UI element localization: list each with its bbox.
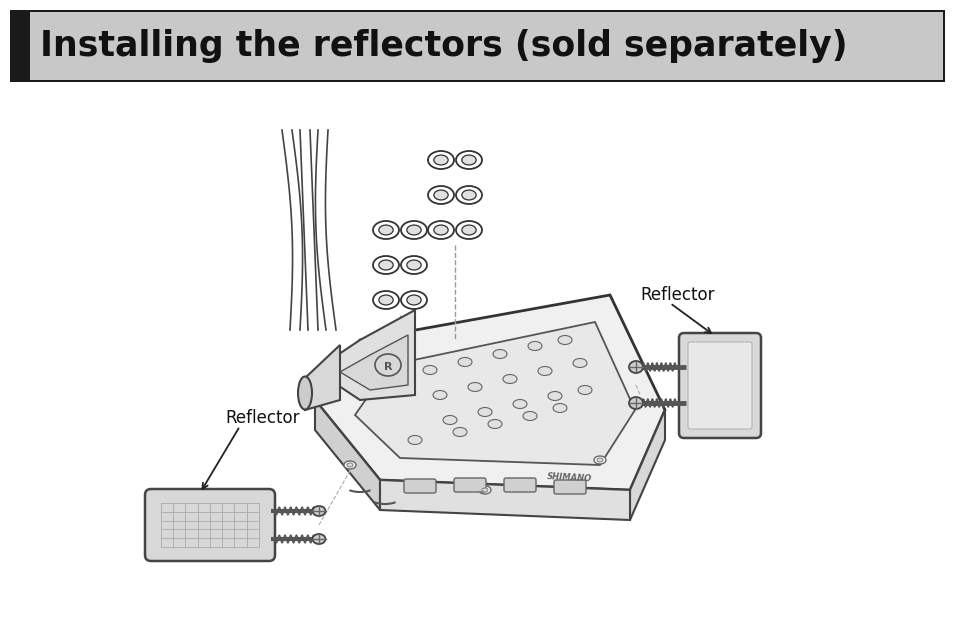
Bar (12, 12, 943, 80)
Ellipse shape (548, 392, 562, 401)
Ellipse shape (493, 349, 507, 358)
FancyBboxPatch shape (504, 478, 536, 492)
Ellipse shape (462, 190, 476, 200)
Polygon shape (355, 322, 635, 465)
Polygon shape (340, 335, 408, 390)
Ellipse shape (578, 385, 592, 394)
Ellipse shape (434, 155, 448, 165)
Ellipse shape (401, 221, 427, 239)
Ellipse shape (373, 256, 399, 274)
Ellipse shape (408, 435, 422, 444)
Ellipse shape (513, 399, 527, 408)
Ellipse shape (373, 291, 399, 309)
Text: Installing the reflectors (sold separately): Installing the reflectors (sold separate… (40, 29, 848, 63)
FancyBboxPatch shape (454, 478, 486, 492)
Ellipse shape (488, 419, 502, 428)
Ellipse shape (379, 225, 393, 235)
Ellipse shape (313, 506, 325, 516)
Ellipse shape (407, 225, 422, 235)
Ellipse shape (313, 534, 325, 544)
Ellipse shape (298, 376, 312, 410)
FancyBboxPatch shape (679, 333, 761, 438)
Polygon shape (315, 295, 665, 490)
FancyBboxPatch shape (554, 480, 586, 494)
FancyBboxPatch shape (145, 489, 275, 561)
FancyBboxPatch shape (404, 479, 436, 493)
FancyBboxPatch shape (688, 342, 752, 429)
Text: Reflector: Reflector (225, 409, 299, 427)
Ellipse shape (379, 295, 393, 305)
Ellipse shape (462, 225, 476, 235)
Ellipse shape (629, 397, 643, 409)
Ellipse shape (594, 456, 606, 464)
Ellipse shape (401, 291, 427, 309)
Bar (12, 12, 30, 80)
Ellipse shape (558, 335, 572, 344)
Ellipse shape (523, 412, 537, 420)
Ellipse shape (407, 260, 422, 270)
Ellipse shape (456, 186, 482, 204)
Ellipse shape (453, 428, 467, 437)
Ellipse shape (443, 415, 457, 424)
Ellipse shape (428, 151, 454, 169)
Ellipse shape (373, 221, 399, 239)
Ellipse shape (428, 186, 454, 204)
Ellipse shape (573, 358, 587, 367)
Ellipse shape (462, 155, 476, 165)
Text: R: R (383, 362, 392, 372)
Text: Reflector: Reflector (640, 286, 714, 304)
Ellipse shape (468, 383, 482, 392)
Ellipse shape (434, 225, 448, 235)
Ellipse shape (344, 461, 356, 469)
Ellipse shape (597, 458, 603, 462)
Ellipse shape (528, 342, 542, 351)
Polygon shape (380, 480, 630, 520)
Ellipse shape (538, 367, 552, 376)
Ellipse shape (434, 190, 448, 200)
Ellipse shape (503, 374, 517, 383)
Ellipse shape (407, 295, 422, 305)
Ellipse shape (482, 488, 488, 492)
Ellipse shape (456, 221, 482, 239)
Ellipse shape (428, 221, 454, 239)
Ellipse shape (401, 256, 427, 274)
Ellipse shape (478, 408, 492, 417)
Ellipse shape (456, 151, 482, 169)
Ellipse shape (629, 361, 643, 373)
Polygon shape (315, 310, 415, 400)
Polygon shape (315, 400, 380, 510)
Ellipse shape (423, 365, 437, 374)
Ellipse shape (458, 358, 472, 367)
Ellipse shape (379, 260, 393, 270)
Bar (10, 10, 945, 82)
Polygon shape (630, 410, 665, 520)
Text: SHIMANO: SHIMANO (547, 472, 593, 484)
Polygon shape (305, 345, 340, 410)
Ellipse shape (479, 486, 491, 494)
Ellipse shape (433, 390, 447, 399)
Ellipse shape (553, 403, 567, 413)
Ellipse shape (347, 463, 353, 467)
